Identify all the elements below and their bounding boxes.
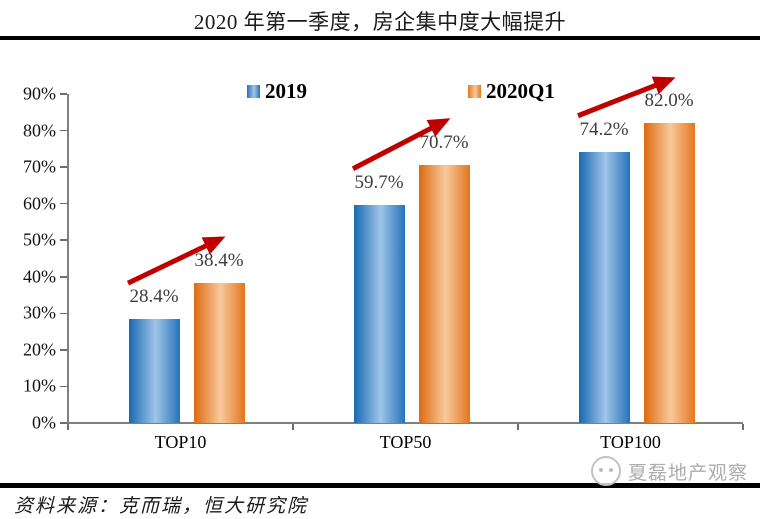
legend-item: 2020Q1: [468, 78, 555, 103]
legend-label: 2020Q1: [486, 78, 555, 103]
category-label: TOP100: [600, 432, 661, 452]
y-tick-label: 50%: [23, 229, 56, 250]
legend-label: 2019: [265, 78, 307, 103]
x-tick-mark: [517, 424, 519, 430]
y-tick-label: 90%: [23, 83, 56, 104]
y-tick-mark: [60, 239, 67, 241]
y-tick-label: 30%: [23, 302, 56, 323]
watermark: 夏磊地产观察: [590, 456, 748, 486]
y-tick-mark: [60, 166, 67, 168]
bar-2019: [353, 204, 405, 423]
y-tick-label: 60%: [23, 193, 56, 214]
y-tick-mark: [60, 385, 67, 388]
y-tick-mark: [60, 422, 67, 424]
data-source-note: 资料来源：克而瑞，恒大研究院: [14, 496, 309, 517]
bar-2020q1: [193, 282, 245, 423]
y-tick-label: 70%: [23, 156, 56, 177]
value-label: 82.0%: [644, 90, 694, 112]
bar-2020q1: [643, 123, 695, 423]
legend-swatch-icon: [247, 84, 260, 98]
legend-swatch-icon: [468, 84, 481, 98]
y-tick-mark: [60, 312, 67, 315]
category-label: TOP10: [154, 432, 207, 452]
watermark-text: 夏磊地产观察: [627, 462, 748, 484]
bar-2019: [578, 151, 630, 423]
value-label: 59.7%: [354, 171, 404, 193]
value-label: 38.4%: [194, 249, 244, 271]
x-axis-line: [66, 422, 743, 424]
x-tick-mark: [742, 424, 744, 430]
y-tick-mark: [60, 276, 67, 278]
y-tick-label: 20%: [23, 339, 56, 360]
y-tick-mark: [60, 202, 67, 205]
y-axis-line: [66, 94, 69, 423]
y-tick-label: 40%: [23, 266, 56, 287]
value-label: 28.4%: [129, 286, 179, 308]
chart-title: 2020 年第一季度，房企集中度大幅提升: [193, 10, 567, 34]
y-tick-mark: [60, 349, 67, 351]
value-label: 70.7%: [419, 131, 469, 153]
y-tick-label: 0%: [32, 412, 56, 433]
bar-2020q1: [418, 164, 470, 423]
legend-item: 2019: [247, 78, 307, 103]
x-tick-mark: [292, 424, 294, 430]
y-tick-mark: [60, 93, 67, 95]
top-divider: [0, 36, 760, 40]
y-tick-label: 10%: [23, 375, 56, 396]
y-tick-mark: [60, 129, 67, 132]
y-tick-label: 80%: [23, 120, 56, 141]
value-label: 74.2%: [579, 118, 629, 140]
category-label: TOP50: [379, 432, 432, 452]
bottom-divider: [0, 483, 760, 488]
x-tick-mark: [67, 424, 69, 430]
watermark-logo-icon: [590, 456, 621, 486]
bar-2019: [128, 319, 180, 423]
